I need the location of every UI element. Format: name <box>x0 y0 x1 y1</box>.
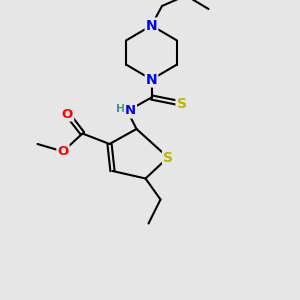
Text: N: N <box>146 73 157 86</box>
Text: S: S <box>176 97 187 110</box>
Text: H: H <box>116 103 125 114</box>
Text: N: N <box>146 19 157 32</box>
Text: S: S <box>163 151 173 164</box>
Text: N: N <box>125 104 136 118</box>
Text: O: O <box>57 145 69 158</box>
Text: O: O <box>62 107 73 121</box>
